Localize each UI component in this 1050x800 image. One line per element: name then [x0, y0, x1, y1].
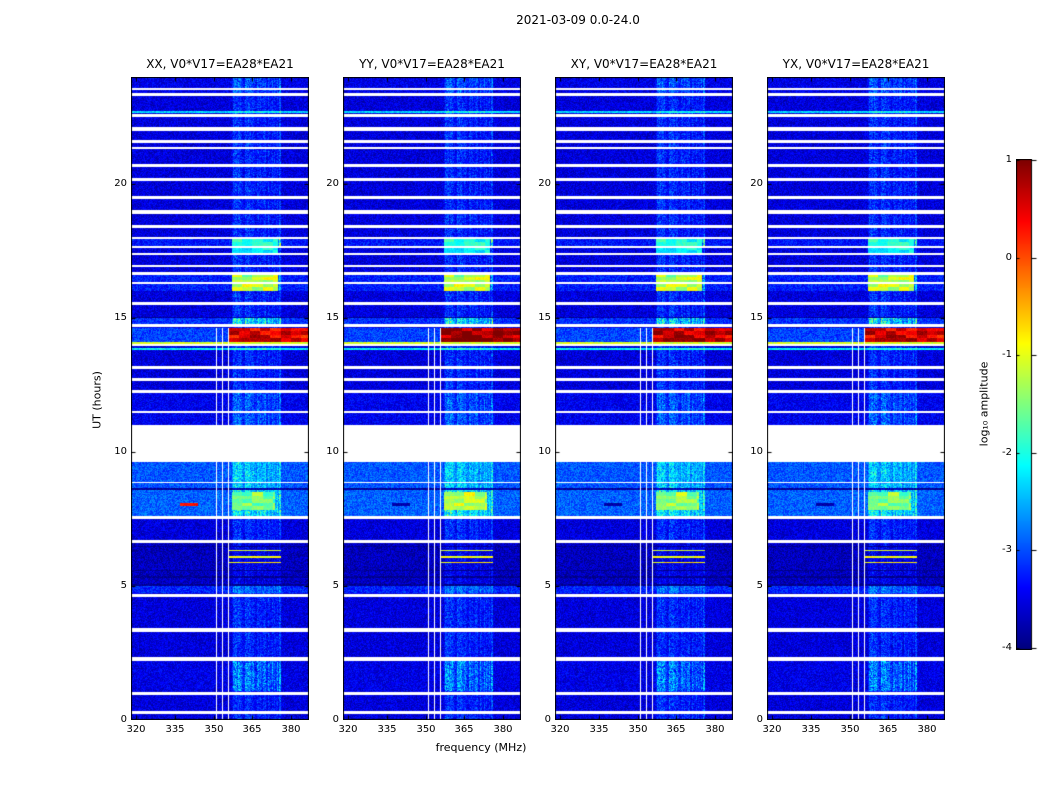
x-tick-label: 320 — [126, 724, 146, 735]
y-tick-label: 20 — [114, 178, 127, 189]
x-tick-label: 335 — [165, 724, 185, 735]
y-tick-label: 10 — [538, 446, 551, 457]
y-tick-label: 5 — [544, 580, 551, 591]
panel-title-xx: XX, V0*V17=EA28*EA21 — [146, 57, 294, 71]
y-tick-label: 20 — [538, 178, 551, 189]
y-tick-label: 20 — [750, 178, 763, 189]
colorbar — [1016, 159, 1038, 650]
x-tick-label: 320 — [762, 724, 782, 735]
colorbar-tick-label: -3 — [1002, 544, 1012, 555]
spectrogram-panel-xy — [555, 77, 733, 720]
colorbar-tick-label: -4 — [1002, 642, 1012, 653]
colorbar-tick-label: -2 — [1002, 447, 1012, 458]
colorbar-tick-label: 0 — [1005, 252, 1012, 263]
y-tick-label: 5 — [332, 580, 339, 591]
y-tick-label: 0 — [544, 714, 551, 725]
x-tick-label: 365 — [242, 724, 262, 735]
y-tick-label: 15 — [538, 312, 551, 323]
x-tick-label: 350 — [628, 724, 648, 735]
x-tick-label: 365 — [454, 724, 474, 735]
y-tick-label: 20 — [326, 178, 339, 189]
x-tick-label: 320 — [550, 724, 570, 735]
y-tick-label: 15 — [114, 312, 127, 323]
figure-title: 2021-03-09 0.0-24.0 — [516, 13, 640, 27]
y-axis-label: UT (hours) — [90, 371, 104, 429]
panel-title-yx: YX, V0*V17=EA28*EA21 — [782, 57, 930, 71]
x-tick-label: 380 — [705, 724, 725, 735]
x-tick-label: 350 — [840, 724, 860, 735]
y-tick-label: 10 — [114, 446, 127, 457]
y-tick-label: 5 — [120, 580, 127, 591]
x-tick-label: 365 — [878, 724, 898, 735]
x-tick-label: 335 — [589, 724, 609, 735]
x-tick-label: 365 — [666, 724, 686, 735]
spectrogram-panel-xx — [131, 77, 309, 720]
panel-title-xy: XY, V0*V17=EA28*EA21 — [570, 57, 718, 71]
x-tick-label: 320 — [338, 724, 358, 735]
y-tick-label: 15 — [326, 312, 339, 323]
y-tick-label: 5 — [756, 580, 763, 591]
x-tick-label: 380 — [493, 724, 513, 735]
x-tick-label: 380 — [281, 724, 301, 735]
x-tick-label: 350 — [416, 724, 436, 735]
x-axis-label: frequency (MHz) — [435, 741, 527, 754]
panel-title-yy: YY, V0*V17=EA28*EA21 — [359, 57, 505, 71]
colorbar-tick-label: -1 — [1002, 349, 1012, 360]
y-tick-label: 10 — [750, 446, 763, 457]
spectrogram-panel-yx — [767, 77, 945, 720]
y-tick-label: 0 — [332, 714, 339, 725]
y-tick-label: 10 — [326, 446, 339, 457]
y-tick-label: 0 — [756, 714, 763, 725]
x-tick-label: 380 — [917, 724, 937, 735]
y-tick-label: 15 — [750, 312, 763, 323]
x-tick-label: 335 — [801, 724, 821, 735]
x-tick-label: 350 — [204, 724, 224, 735]
colorbar-label: log₁₀ amplitude — [977, 361, 991, 447]
spectrogram-panel-yy — [343, 77, 521, 720]
y-tick-label: 0 — [120, 714, 127, 725]
colorbar-tick-label: 1 — [1005, 154, 1012, 165]
x-tick-label: 335 — [377, 724, 397, 735]
